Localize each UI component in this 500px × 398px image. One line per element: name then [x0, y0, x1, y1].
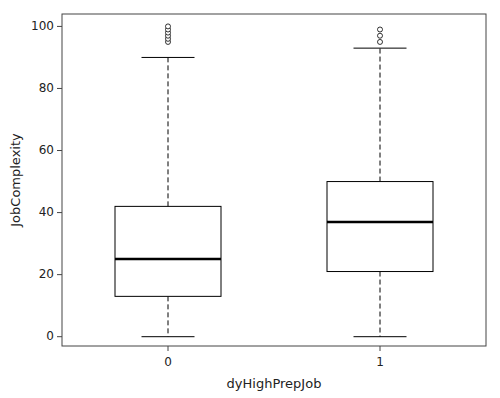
y-tick-label: 20: [39, 267, 54, 281]
x-tick: [380, 346, 381, 351]
y-tick: [57, 274, 62, 275]
y-tick: [57, 88, 62, 89]
x-tick-label: 0: [164, 355, 172, 369]
y-tick-label: 40: [39, 205, 54, 219]
outlier: [378, 33, 383, 38]
y-axis-label: JobComplexity: [8, 133, 23, 228]
y-tick: [57, 336, 62, 337]
box: [327, 182, 433, 272]
cap-low: [354, 336, 407, 337]
median: [115, 258, 221, 261]
box: [115, 206, 221, 296]
x-tick-label: 1: [376, 355, 384, 369]
y-tick-label: 60: [39, 143, 54, 157]
x-tick: [168, 346, 169, 351]
chart-container: 0 20 40 60 80 100 0 1 dyHighPrepJob JobComplexity: [0, 0, 500, 398]
chart: 0 20 40 60 80 100 0 1 dyHighPrepJob JobComplexity: [0, 0, 500, 398]
cap-high: [142, 57, 195, 58]
y-tick-label: 100: [31, 19, 54, 33]
y-tick: [57, 212, 62, 213]
plot-frame: [62, 14, 486, 346]
y-tick-label: 0: [46, 329, 54, 343]
whisker-high: [380, 48, 381, 181]
y-tick: [57, 150, 62, 151]
x-axis-label: dyHighPrepJob: [227, 376, 322, 391]
median: [327, 221, 433, 224]
cap-low: [142, 336, 195, 337]
whisker-low: [168, 296, 169, 336]
outlier: [378, 27, 383, 32]
y-tick: [57, 26, 62, 27]
outlier: [378, 39, 383, 44]
outlier: [166, 24, 171, 29]
whisker-high: [168, 57, 169, 206]
y-tick-label: 80: [39, 81, 54, 95]
cap-high: [354, 48, 407, 49]
boxes: [115, 24, 433, 337]
whisker-low: [380, 272, 381, 337]
